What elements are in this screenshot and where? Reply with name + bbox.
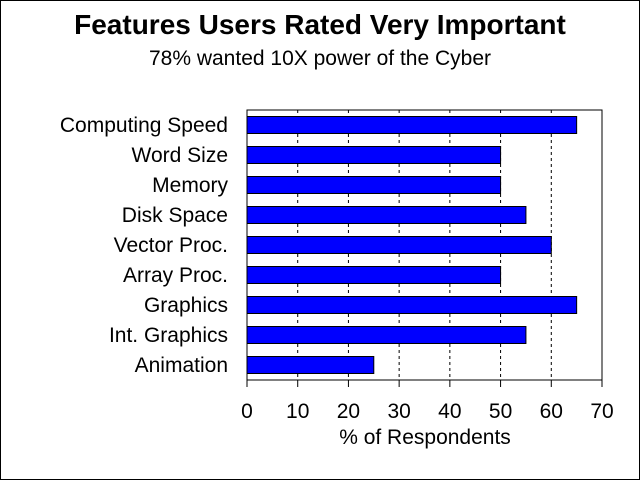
plot-border	[246, 109, 603, 381]
category-label: Disk Space	[122, 204, 228, 227]
x-tick-label: 50	[489, 400, 512, 423]
x-tick-label: 30	[387, 400, 410, 423]
x-tick-label: 0	[241, 400, 253, 423]
bar	[246, 236, 552, 254]
bar	[246, 176, 502, 194]
category-label: Word Size	[132, 144, 228, 167]
x-tick-label: 70	[590, 400, 613, 423]
bar	[246, 356, 375, 374]
x-axis-tick-labels: 0 10 20 30 40 50 60 70	[241, 400, 614, 423]
bar	[246, 146, 502, 164]
x-tick-label: 20	[337, 400, 360, 423]
x-axis-title: % of Respondents	[339, 426, 511, 449]
bar	[246, 116, 578, 134]
category-labels: Computing Speed Word Size Memory Disk Space…	[60, 114, 229, 377]
category-label: Int. Graphics	[109, 324, 228, 347]
bar	[246, 206, 527, 224]
category-label: Graphics	[144, 294, 228, 317]
bar	[246, 326, 527, 344]
category-label: Computing Speed	[60, 114, 228, 137]
bar	[246, 266, 502, 284]
x-tick-label: 40	[438, 400, 461, 423]
chart-subtitle: 78% wanted 10X power of the Cyber	[148, 47, 492, 70]
x-axis-ticks	[246, 380, 603, 387]
category-label: Vector Proc.	[114, 234, 228, 257]
category-label: Memory	[152, 174, 228, 197]
bar	[246, 296, 578, 314]
x-tick-label: 60	[540, 400, 563, 423]
chart-title: Features Users Rated Very Important	[74, 9, 566, 40]
category-label: Array Proc.	[123, 264, 228, 287]
x-tick-label: 10	[286, 400, 309, 423]
category-label: Animation	[135, 354, 228, 377]
